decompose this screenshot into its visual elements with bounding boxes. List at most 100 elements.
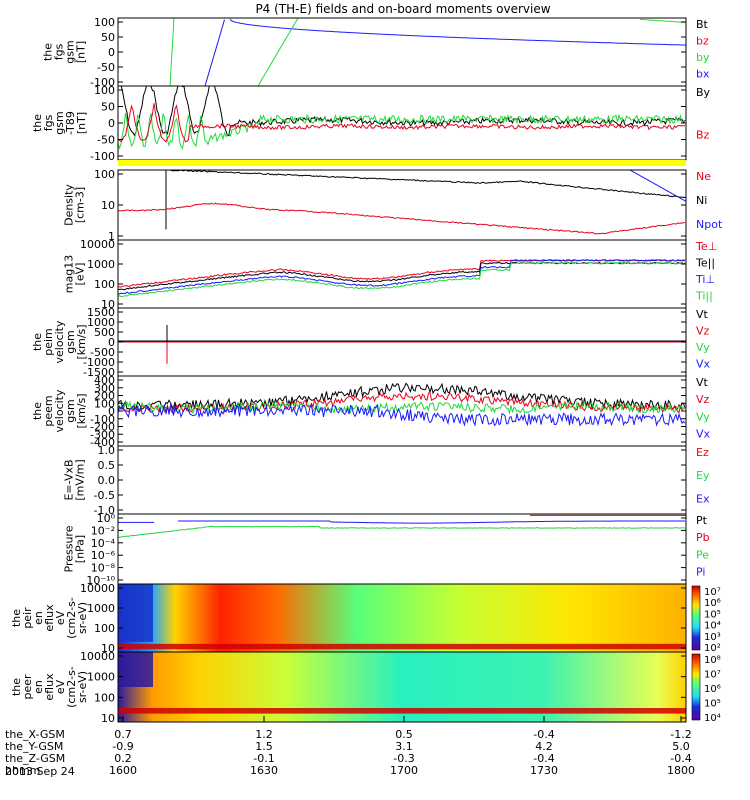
legend-label: Bz: [696, 129, 710, 142]
x-tick-label: -0.4: [670, 752, 691, 765]
legend-label: bx: [696, 68, 710, 81]
pe-line: [118, 525, 686, 538]
y-tick-label: 1000: [87, 671, 115, 684]
y-axis-label: thepeerenefluxeV(cm2-s-sr-eV): [10, 666, 89, 708]
y-tick-label: 200: [94, 390, 115, 403]
vt-line: [118, 382, 686, 412]
vy-line: [118, 112, 686, 151]
x-tick-label: 1800: [667, 764, 695, 777]
y-tick-label: 10000: [80, 238, 115, 251]
y-tick-label: -500: [90, 346, 115, 359]
legend-label: Vt: [696, 308, 709, 321]
legend-label: Ez: [696, 446, 709, 459]
y-tick-label: 0: [108, 46, 115, 59]
panel-frame: [117, 239, 687, 309]
legend-label: Ti||: [695, 290, 713, 303]
panel-fgs-plot: [169, 18, 686, 86]
y-tick-label: 10⁻¹⁰: [86, 574, 115, 587]
y-axis-label: Pressure[nPa]: [63, 525, 87, 572]
y-tick-label: -100: [90, 76, 115, 89]
ti-par-line: [118, 261, 686, 298]
y-tick-label: 100: [94, 397, 115, 410]
y-tick-label: -50: [97, 61, 115, 74]
peir-spec-early-block: [118, 584, 153, 642]
y-tick-label: 100: [94, 16, 115, 29]
colorbar-tick-label: 10⁴: [704, 713, 721, 724]
x-tick-label: 3.1: [395, 740, 413, 753]
panel-efield: 1.0 0.5 0.0 -0.5 -1.0 E=-VxB[mV/m] Ez Ey Ex: [63, 444, 710, 517]
y-tick-label: 10: [101, 298, 115, 311]
by-line-a: [169, 18, 175, 86]
y-tick-label: 1.0: [98, 444, 116, 457]
y-tick-label: -400: [90, 436, 115, 449]
peer-spec-early-block: [118, 652, 153, 687]
x-tick-label: 1.2: [255, 728, 273, 741]
colorbar-tick-label: 10⁸: [704, 655, 721, 666]
legend-label: Te⊥: [695, 240, 717, 253]
x-tick-label: -0.4: [533, 728, 554, 741]
colorbar-tick-label: 10⁵: [704, 699, 721, 710]
y-tick-label: 10: [101, 642, 115, 655]
x-tick-label: 0.2: [114, 752, 132, 765]
panel-peem-vel: 4003002001000-100-200-300-400thepeemvelo…: [31, 374, 711, 449]
x-tick-label: 0.7: [114, 728, 132, 741]
panel-temperature: 10000 1000 100 10 mag13[eV] Te⊥ Te|| Ti⊥ Ti||: [63, 238, 718, 311]
y-tick-label: 10⁻⁸: [91, 562, 116, 575]
panels-group: 100500-50-100thefgsgsm[nT]Btbzbybx100500…: [10, 16, 723, 725]
legend-label: Vx: [696, 358, 711, 371]
legend-label: Pb: [696, 531, 710, 544]
y-tick-label: -100: [90, 413, 115, 426]
x-tick-label: 5.0: [672, 740, 690, 753]
y-tick-label: 50: [101, 101, 115, 114]
x-tick-label: 0.5: [395, 728, 413, 741]
y-tick-label: 0.5: [98, 459, 116, 472]
legend-label: Vy: [696, 341, 710, 354]
x-tick-label: -0.3: [393, 752, 414, 765]
colorbar-tick-label: 10⁷: [704, 587, 721, 598]
legend-label: Bt: [696, 18, 709, 31]
panel-peem-vel-plot: [118, 382, 686, 427]
colorbar-tick-label: 10³: [704, 632, 721, 643]
x-tick-label: 1730: [530, 764, 558, 777]
vz-line: [118, 391, 686, 414]
y-axis-label: mag13[eV]: [63, 255, 87, 293]
y-tick-label: 0.0: [98, 474, 116, 487]
panel-temperature-plot: [118, 259, 686, 298]
x-tick-label: 1630: [250, 764, 278, 777]
legend-label: Pt: [696, 514, 708, 527]
x-tick-label: 1600: [109, 764, 137, 777]
panel-frame: [117, 513, 687, 585]
ni-line: [169, 170, 686, 199]
colorbar-tick-label: 10²: [704, 643, 721, 654]
y-tick-label: 50: [101, 31, 115, 44]
y-tick-label: 1: [108, 230, 115, 243]
x-row-label: the_Z-GSM: [5, 752, 65, 765]
colorbar-tick-label: 10⁶: [704, 598, 721, 609]
y-tick-label: 10: [101, 199, 115, 212]
panel-frame: [117, 17, 687, 87]
y-tick-label: 1500: [87, 306, 115, 319]
colorbar-tick-label: 10⁶: [704, 684, 721, 695]
panel-peer-spec-plot: [118, 652, 686, 722]
legend-label: by: [696, 51, 710, 64]
x-row-label: the_Y-GSM: [5, 740, 63, 753]
y-tick-label: -300: [90, 428, 115, 441]
y-tick-label: 500: [94, 326, 115, 339]
y-tick-label: 400: [94, 374, 115, 387]
legend-label: Vt: [696, 376, 709, 389]
legend-label: Pe: [696, 548, 709, 561]
peer-spec-low-band: [118, 708, 686, 714]
status-bar: [118, 160, 686, 166]
by-line-c: [639, 18, 686, 23]
legend-label: Te||: [695, 257, 715, 270]
legend-label: Pi: [696, 565, 705, 578]
x-tick-label: 4.2: [535, 740, 553, 753]
panel-frame: [117, 651, 687, 723]
y-tick-label: -1.0: [94, 504, 115, 517]
ne-line: [118, 202, 685, 235]
bx-line-a: [204, 19, 225, 86]
y-axis-label: E=-VxB[mV/m]: [63, 459, 87, 500]
